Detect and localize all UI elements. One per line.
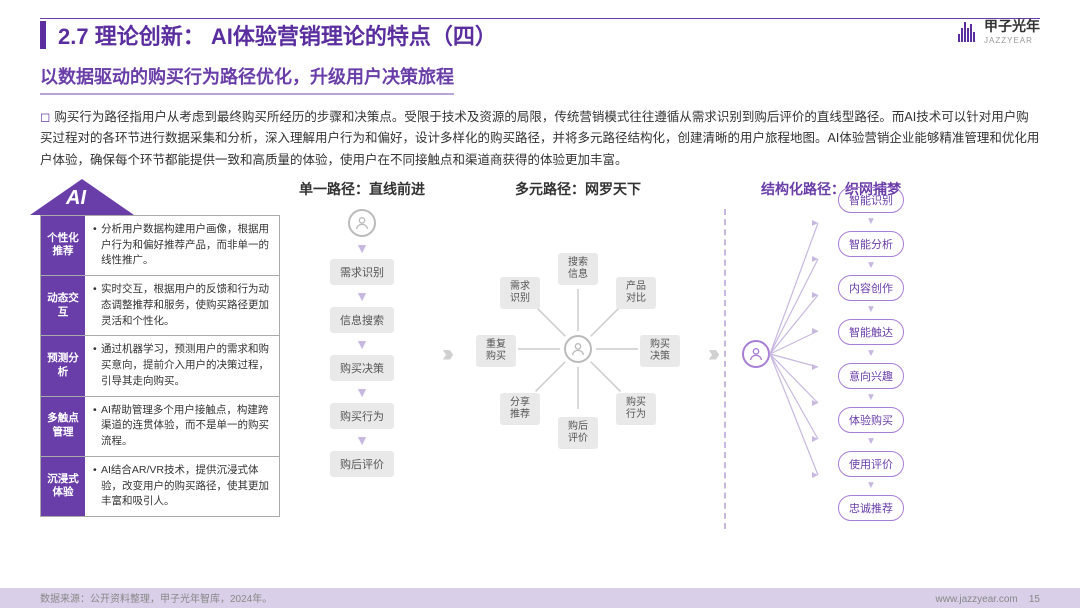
footer-right: www.jazzyear.com 15 xyxy=(936,594,1041,605)
logo-mark-icon xyxy=(958,20,978,42)
down-arrow-icon: ▼ xyxy=(866,437,876,447)
structured-node: 智能触达 xyxy=(838,319,904,345)
feature-table: 个性化推荐分析用户数据构建用户画像，根据用户行为和偏好推荐产品，而非单一的线性推… xyxy=(40,215,280,517)
radial-node: 购买行为 xyxy=(616,393,656,425)
column-title: 单一路径：直线前进 xyxy=(292,179,432,199)
path-column-structured: 结构化路径：织网捕梦 智能识别▼智能分析▼内容创作▼智能触达▼意向兴趣▼体验购买… xyxy=(736,179,926,529)
feature-label: 预测分析 xyxy=(41,336,85,395)
feature-desc: AI结合AR/VR技术，提供沉浸式体验，改变用户的购买路径，使其更加丰富和吸引人… xyxy=(85,457,279,516)
flow-node: 购后评价 xyxy=(330,451,394,477)
user-icon xyxy=(742,340,770,368)
feature-row: 预测分析通过机器学习，预测用户的需求和购买意向，提前介入用户的决策过程，引导其走… xyxy=(41,335,279,395)
flow-node: 购买决策 xyxy=(330,355,394,381)
structured-node: 智能识别 xyxy=(838,187,904,213)
down-arrow-icon: ▼ xyxy=(355,337,369,351)
logo-subtext: JAZZYEAR xyxy=(984,36,1040,45)
chevron-right-icon: ››› xyxy=(708,340,714,368)
feature-desc: AI帮助管理多个用户接触点，构建跨渠道的连贯体验，而不是单一的购买流程。 xyxy=(85,397,279,456)
section-label: 理论创新： xyxy=(95,24,205,49)
subtitle: 以数据驱动的购买行为路径优化，升级用户决策旅程 xyxy=(40,63,454,95)
structured-flow: 智能识别 ▼ 智能分析 ▼ 内容创作 ▼ 智能触达 ▼ 意向兴趣 ▼ 体验购买 ▼ 使用评价 ▼ 忠诚推荐 xyxy=(816,186,926,522)
feature-desc: 分析用户数据构建用户画像，根据用户行为和偏好推荐产品，而非单一的线性推广。 xyxy=(85,216,279,275)
radial-node: 产品对比 xyxy=(616,277,656,309)
radial-node: 分享推荐 xyxy=(500,393,540,425)
footer-source: 数据来源：公开资料整理，甲子光年智库，2024年。 xyxy=(40,590,272,605)
down-arrow-icon: ▼ xyxy=(866,261,876,271)
down-arrow-icon: ▼ xyxy=(866,481,876,491)
footer-url: www.jazzyear.com xyxy=(936,594,1018,605)
column-title: 多元路径：网罗天下 xyxy=(458,179,698,199)
logo-text: 甲子光年 xyxy=(984,16,1040,36)
chevron-right-icon: ››› xyxy=(442,340,448,368)
flow-node: 购买行为 xyxy=(330,403,394,429)
feature-label: 个性化推荐 xyxy=(41,216,85,275)
body-paragraph: ◻购买行为路径指用户从考虑到最终购买所经历的步骤和决策点。受限于技术及资源的局限… xyxy=(40,107,1040,171)
page-number: 15 xyxy=(1029,594,1040,605)
ai-arrow-icon: AI xyxy=(30,179,134,215)
feature-column: AI 个性化推荐分析用户数据构建用户画像，根据用户行为和偏好推荐产品，而非单一的… xyxy=(40,179,280,529)
main-content: AI 个性化推荐分析用户数据构建用户画像，根据用户行为和偏好推荐产品，而非单一的… xyxy=(40,179,1040,529)
structured-node: 智能分析 xyxy=(838,231,904,257)
brand-logo: 甲子光年 JAZZYEAR xyxy=(958,16,1040,45)
title-bar: 2.7 理论创新： AI体验营销理论的特点（四） xyxy=(40,18,1040,51)
feature-row: 个性化推荐分析用户数据构建用户画像，根据用户行为和偏好推荐产品，而非单一的线性推… xyxy=(41,216,279,275)
title-main: AI体验营销理论的特点（四） xyxy=(211,24,497,49)
flow-node: 信息搜索 xyxy=(330,307,394,333)
radial-node: 购后评价 xyxy=(558,417,598,449)
down-arrow-icon: ▼ xyxy=(355,385,369,399)
feature-row: 沉浸式体验AI结合AR/VR技术，提供沉浸式体验，改变用户的购买路径，使其更加丰… xyxy=(41,456,279,516)
section-number: 2.7 xyxy=(58,24,89,49)
radial-node: 购买决策 xyxy=(640,335,680,367)
feature-label: 多触点管理 xyxy=(41,397,85,456)
flow-node: 需求识别 xyxy=(330,259,394,285)
linear-flow: ▼ 需求识别 ▼ 信息搜索 ▼ 购买决策 ▼ 购买行为 ▼ 购后评价 xyxy=(292,209,432,477)
paragraph-text: 购买行为路径指用户从考虑到最终购买所经历的步骤和决策点。受限于技术及资源的局限，… xyxy=(40,110,1039,167)
down-arrow-icon: ▼ xyxy=(355,433,369,447)
path-column-linear: 单一路径：直线前进 ▼ 需求识别 ▼ 信息搜索 ▼ 购买决策 ▼ 购买行为 ▼ 购后评价 xyxy=(292,179,432,529)
structured-node: 意向兴趣 xyxy=(838,363,904,389)
slide: 甲子光年 JAZZYEAR 2.7 理论创新： AI体验营销理论的特点（四） 以… xyxy=(0,0,1080,608)
radial-diagram: 搜索信息产品对比购买决策购买行为购后评价分享推荐 重复购买 需求识别 xyxy=(458,209,698,509)
ai-label: AI xyxy=(66,187,86,210)
bullet-square-icon: ◻ xyxy=(40,110,50,124)
structured-node: 内容创作 xyxy=(838,275,904,301)
radial-node: 重复购买 xyxy=(476,335,516,367)
diagram-area: 单一路径：直线前进 ▼需求识别▼信息搜索▼购买决策▼购买行为▼购后评价 ››› … xyxy=(292,179,1040,529)
down-arrow-icon: ▼ xyxy=(866,393,876,403)
radial-node: 需求识别 xyxy=(500,277,540,309)
down-arrow-icon: ▼ xyxy=(866,305,876,315)
feature-desc: 实时交互，根据用户的反馈和行为动态调整推荐和服务，使购买路径更加灵活和个性化。 xyxy=(85,276,279,335)
feature-label: 沉浸式体验 xyxy=(41,457,85,516)
structured-node: 体验购买 xyxy=(838,407,904,433)
feature-row: 动态交互实时交互，根据用户的反馈和行为动态调整推荐和服务，使购买路径更加灵活和个… xyxy=(41,275,279,335)
feature-label: 动态交互 xyxy=(41,276,85,335)
path-column-radial: 多元路径：网罗天下 搜索信息产品对比购买决策购买行为购后评价分享推荐 重复购买 需求… xyxy=(458,179,698,529)
slide-title: 2.7 理论创新： AI体验营销理论的特点（四） xyxy=(58,19,497,51)
down-arrow-icon: ▼ xyxy=(355,241,369,255)
feature-desc: 通过机器学习，预测用户的需求和购买意向，提前介入用户的决策过程，引导其走向购买。 xyxy=(85,336,279,395)
down-arrow-icon: ▼ xyxy=(866,217,876,227)
radial-node: 搜索信息 xyxy=(558,253,598,285)
structured-node: 使用评价 xyxy=(838,451,904,477)
structured-node: 忠诚推荐 xyxy=(838,495,904,521)
title-accent xyxy=(40,21,46,49)
feature-row: 多触点管理AI帮助管理多个用户接触点，构建跨渠道的连贯体验，而不是单一的购买流程… xyxy=(41,396,279,456)
down-arrow-icon: ▼ xyxy=(866,349,876,359)
column-separator xyxy=(724,209,726,529)
down-arrow-icon: ▼ xyxy=(355,289,369,303)
user-icon xyxy=(348,209,376,237)
